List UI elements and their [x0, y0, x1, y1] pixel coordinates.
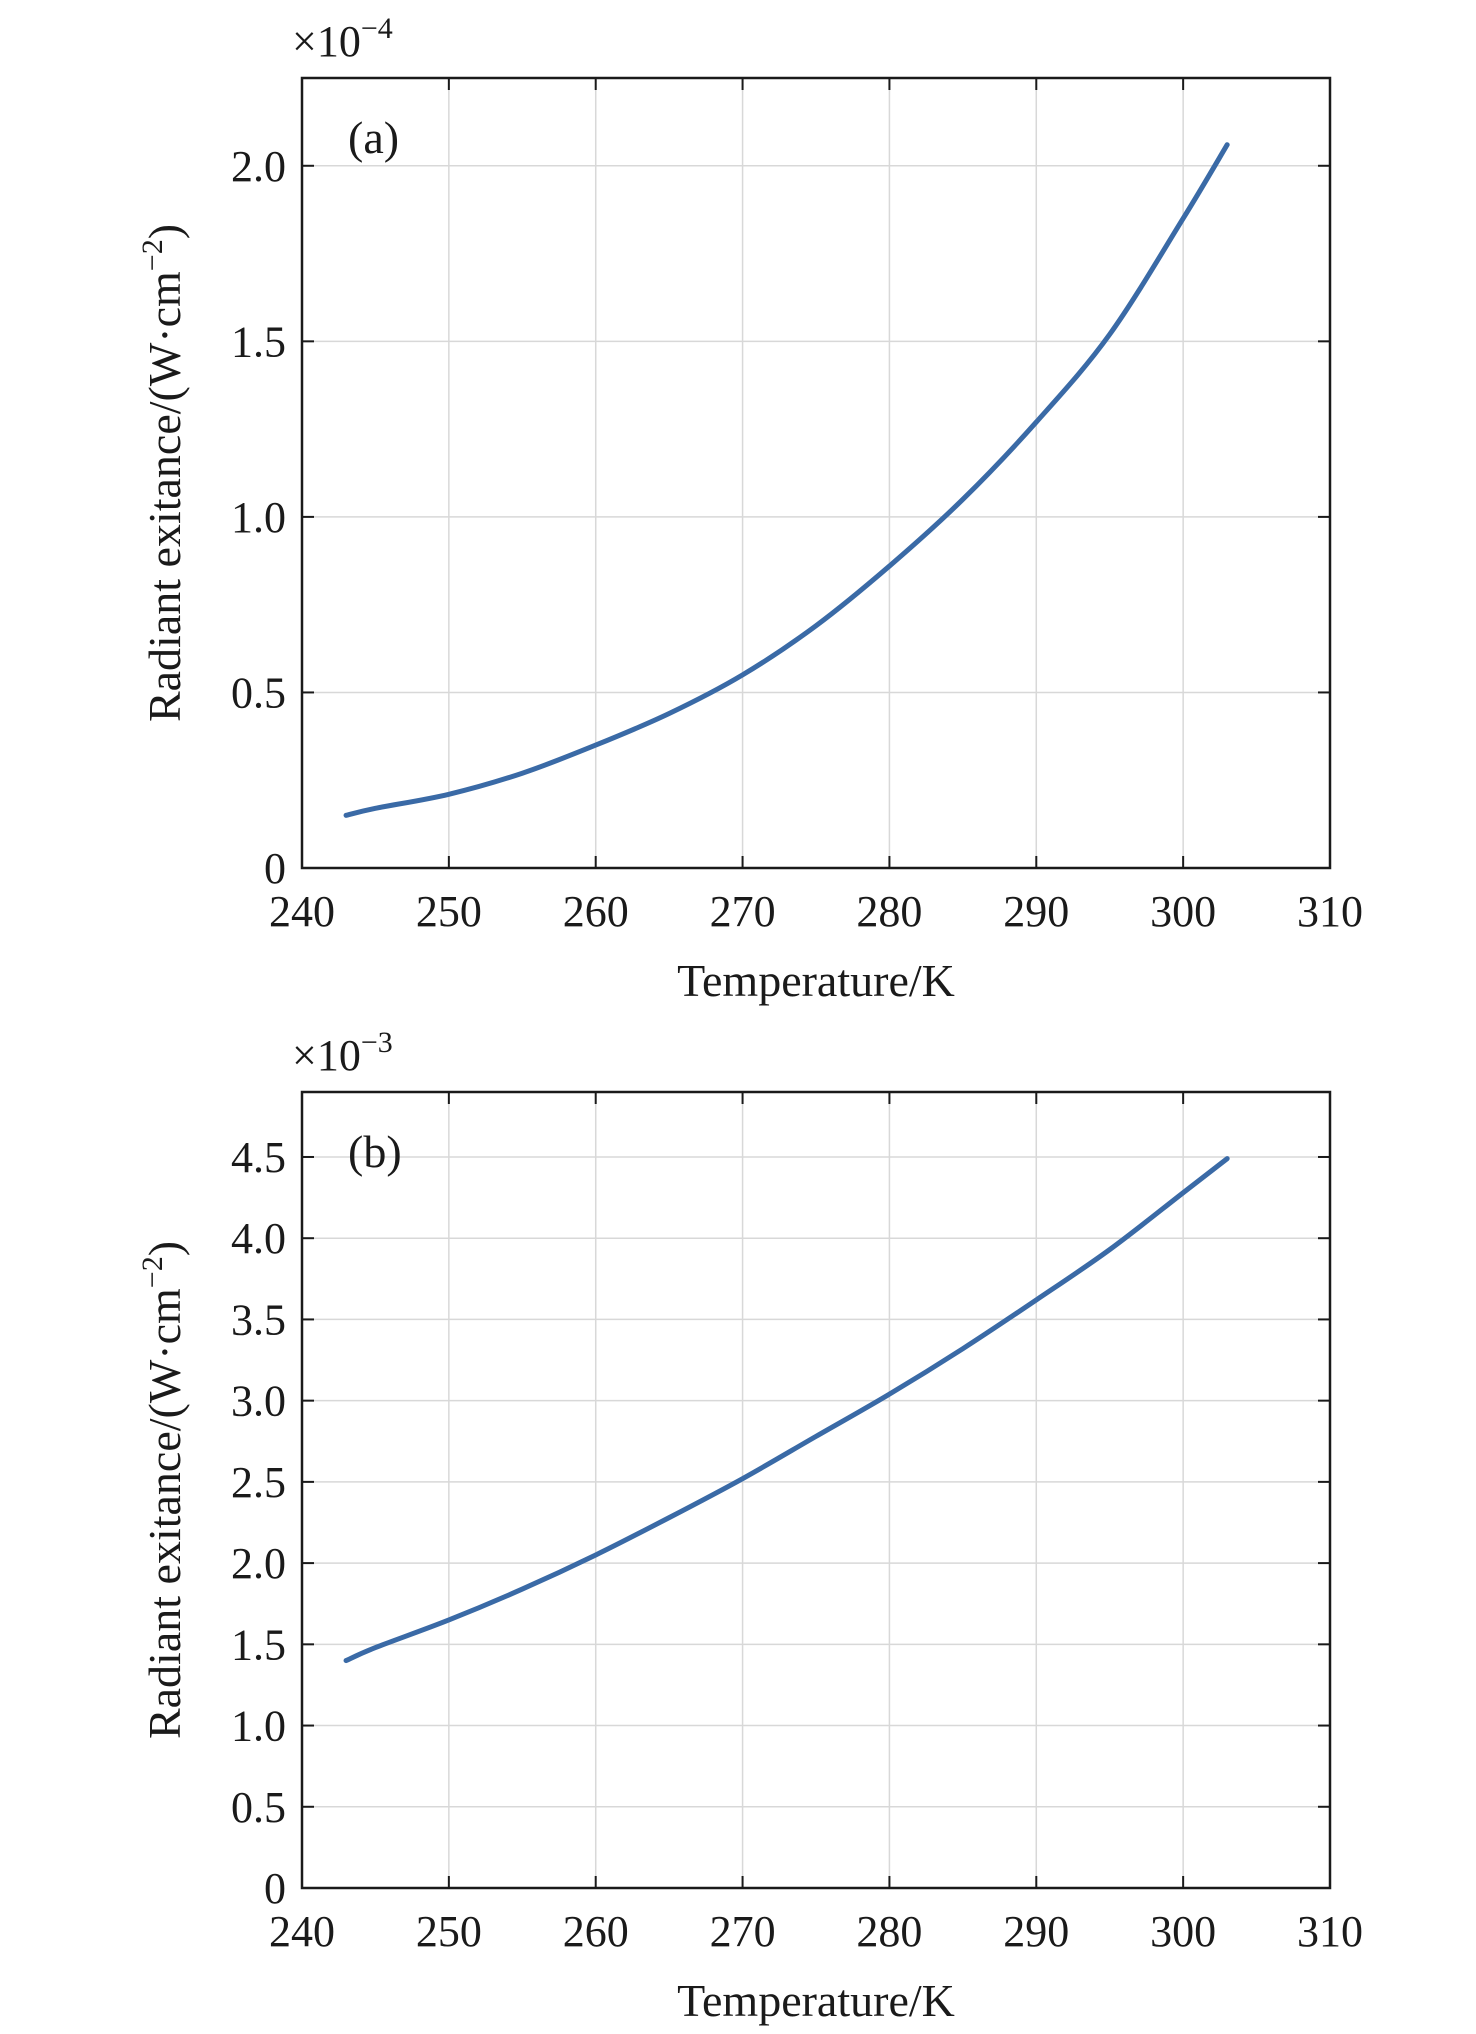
x-tick-label: 280	[856, 887, 922, 936]
axis-multiplier-base: ×10	[292, 1031, 361, 1080]
panel-label: (b)	[348, 1126, 402, 1177]
x-tick-label: 290	[1003, 1907, 1069, 1956]
y-tick-label: 3.0	[231, 1377, 286, 1426]
y-tick-label: 0	[264, 1864, 286, 1913]
y-axis-label: Radiant exitance/(W·cm−2)	[136, 1241, 190, 1739]
x-tick-label: 260	[563, 1907, 629, 1956]
y-tick-label: 0.5	[231, 1783, 286, 1832]
x-tick-label: 300	[1150, 887, 1216, 936]
y-axis-label: Radiant exitance/(W·cm−2)	[136, 224, 190, 722]
x-tick-label: 310	[1297, 1907, 1363, 1956]
x-tick-label: 240	[269, 1907, 335, 1956]
plot-frame	[300, 1090, 1332, 1890]
y-tick-label: 2.5	[231, 1458, 286, 1507]
axis-multiplier: ×10−3	[292, 1026, 393, 1080]
y-axis-label-exponent: −2	[136, 239, 169, 271]
y-tick-label: 1.5	[231, 317, 286, 366]
x-axis-label: Temperature/K	[677, 955, 955, 1006]
x-tick-label: 270	[710, 887, 776, 936]
axis-multiplier-exponent: −4	[361, 12, 393, 45]
x-tick-label: 310	[1297, 887, 1363, 936]
chart-panel-a: 240 250 260 270 280 290 300 310 0 0.5 1.0 1.5 2.0 ×10…	[136, 12, 1363, 1006]
y-tick-label: 0	[264, 844, 286, 893]
series-line	[343, 142, 1230, 818]
axis-multiplier: ×10−4	[292, 12, 393, 66]
y-tick-label: 3.5	[231, 1295, 286, 1344]
y-tick-label: 1.5	[231, 1620, 286, 1669]
y-tick-label: 4.0	[231, 1214, 286, 1263]
y-tick-label: 2.0	[231, 1539, 286, 1588]
y-axis-label-exponent: −2	[136, 1256, 169, 1288]
x-axis-label: Temperature/K	[677, 1975, 955, 2026]
series-line	[343, 1156, 1230, 1664]
x-tick-label: 260	[563, 887, 629, 936]
panel-label: (a)	[348, 112, 399, 163]
y-tick-label: 1.0	[231, 1702, 286, 1751]
y-axis-label-text: Radiant exitance/(W·cm	[139, 1288, 190, 1739]
y-tick-label: 0.5	[231, 668, 286, 717]
y-axis-label-text: Radiant exitance/(W·cm	[139, 271, 190, 722]
y-tick-label: 1.0	[231, 493, 286, 542]
x-tick-label: 250	[416, 887, 482, 936]
x-tick-label: 270	[710, 1907, 776, 1956]
y-tick-label: 2.0	[231, 142, 286, 191]
axis-multiplier-exponent: −3	[361, 1026, 393, 1059]
y-axis-label-close: )	[139, 1241, 190, 1256]
x-tick-label: 250	[416, 1907, 482, 1956]
y-axis-label-close: )	[139, 224, 190, 239]
x-tick-label: 240	[269, 887, 335, 936]
axis-multiplier-base: ×10	[292, 17, 361, 66]
x-tick-label: 290	[1003, 887, 1069, 936]
y-tick-label: 4.5	[231, 1133, 286, 1182]
x-tick-label: 300	[1150, 1907, 1216, 1956]
x-tick-label: 280	[856, 1907, 922, 1956]
plot-frame	[300, 76, 1332, 870]
chart-panel-b: 240 250 260 270 280 290 300 310 0 0.5 1.0 1.5 2.0 2.5…	[136, 1026, 1363, 2026]
